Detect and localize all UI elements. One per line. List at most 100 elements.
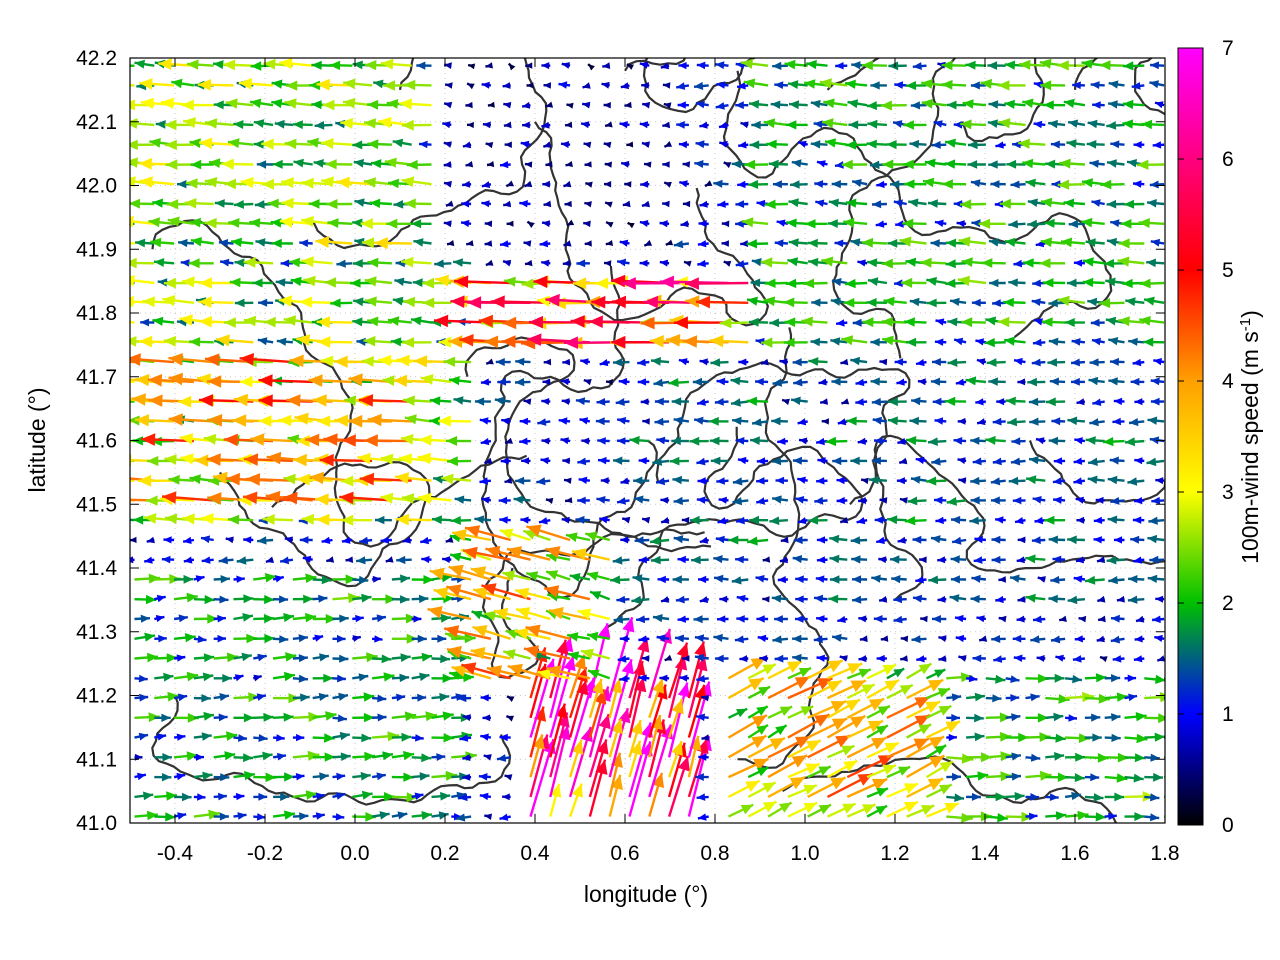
wind-arrow <box>732 416 749 425</box>
wind-arrow <box>949 594 967 603</box>
wind-arrow <box>540 457 551 465</box>
wind-arrow-head <box>279 595 289 604</box>
wind-arrow <box>739 655 749 663</box>
wind-arrow-head <box>1053 712 1064 722</box>
wind-arrow <box>938 635 947 642</box>
wind-arrow <box>1144 692 1165 703</box>
wind-arrow-head <box>1072 674 1082 684</box>
wind-arrow-head <box>1008 220 1018 229</box>
wind-arrow-head <box>617 655 627 663</box>
wind-arrow-head <box>232 414 247 427</box>
wind-arrow <box>332 674 346 683</box>
wind-arrow-head <box>939 784 952 795</box>
wind-arrow-head <box>701 694 709 702</box>
wind-arrow-head <box>958 477 967 484</box>
wind-arrow-head <box>1116 773 1128 783</box>
wind-arrow <box>411 772 430 781</box>
wind-arrow-head <box>957 417 966 425</box>
wind-arrow <box>696 398 709 406</box>
wind-arrow-head <box>320 355 334 367</box>
wind-arrow-head <box>1128 337 1138 346</box>
wind-arrow <box>1025 770 1052 781</box>
wind-arrow-head <box>611 295 626 309</box>
wind-arrow <box>541 259 551 267</box>
wind-arrow-head <box>644 239 653 246</box>
wind-arrow <box>906 337 927 347</box>
wind-arrow-head <box>673 535 684 544</box>
wind-arrow <box>411 811 433 820</box>
wind-arrow-head <box>539 240 549 248</box>
wind-arrow <box>846 803 876 818</box>
wind-arrow-shaft <box>130 518 135 522</box>
wind-arrow-head <box>719 317 732 329</box>
wind-arrow <box>692 377 709 386</box>
wind-arrow <box>696 793 709 801</box>
wind-arrow <box>1045 694 1070 704</box>
wind-arrow-head <box>630 740 643 756</box>
wind-arrow <box>147 374 194 387</box>
wind-arrow <box>610 575 630 585</box>
wind-arrow <box>402 337 432 348</box>
wind-arrow <box>1048 594 1066 604</box>
wind-arrow-head <box>497 378 507 386</box>
wind-arrow <box>478 773 491 781</box>
wind-arrow <box>683 260 692 267</box>
wind-arrow <box>1064 810 1089 821</box>
wind-arrow <box>561 398 571 405</box>
wind-arrow <box>613 615 630 624</box>
wind-arrow <box>784 317 808 327</box>
wind-arrow <box>464 525 512 542</box>
wind-arrow-head <box>829 534 840 544</box>
wind-arrow <box>792 358 808 367</box>
wind-arrow-head <box>999 712 1012 723</box>
wind-arrow <box>779 358 789 366</box>
wind-arrow-head <box>1108 576 1118 585</box>
wind-arrow <box>597 437 610 445</box>
wind-arrow-head <box>258 792 268 801</box>
wind-arrow <box>886 667 905 680</box>
wind-arrow <box>866 663 897 680</box>
wind-arrow <box>394 277 412 286</box>
wind-arrow <box>420 374 452 385</box>
wind-arrow-head <box>503 649 516 660</box>
wind-arrow <box>483 610 511 621</box>
wind-arrow <box>595 417 610 426</box>
wind-arrow <box>637 378 650 386</box>
wind-arrow <box>502 570 531 581</box>
wind-arrow <box>906 662 933 680</box>
wind-arrow-head <box>445 536 454 543</box>
wind-arrow-head <box>326 556 335 563</box>
wind-arrow-head <box>842 803 856 814</box>
wind-arrow <box>909 416 927 426</box>
wind-arrow-head <box>133 515 144 525</box>
wind-arrow-head <box>1111 674 1121 683</box>
wind-arrow <box>411 672 430 682</box>
wind-arrow-head <box>639 220 649 227</box>
wind-arrow <box>233 652 253 662</box>
wind-arrow-head <box>243 453 259 466</box>
wind-arrow-head <box>396 555 406 565</box>
wind-arrow-head <box>917 378 926 386</box>
wind-arrow-head <box>444 625 460 638</box>
wind-arrow <box>173 592 198 603</box>
wind-arrow-head <box>481 496 490 504</box>
wind-arrow <box>814 496 828 505</box>
wind-arrow-head <box>620 536 629 544</box>
wind-arrow <box>986 358 1006 367</box>
wind-arrow-head <box>1031 536 1041 545</box>
wind-arrow-head <box>792 456 802 465</box>
wind-arrow <box>445 436 472 446</box>
wind-arrow <box>1017 378 1026 386</box>
wind-arrow <box>223 433 274 447</box>
wind-arrow <box>1005 675 1020 683</box>
wind-arrow-head <box>904 516 916 526</box>
wind-arrow <box>352 575 369 585</box>
wind-arrow <box>1065 773 1085 783</box>
wind-arrow <box>410 316 432 326</box>
wind-arrow <box>134 772 147 781</box>
wind-arrow <box>697 575 709 584</box>
wind-arrow-head <box>1092 398 1102 406</box>
wind-arrow-head <box>374 237 388 250</box>
wind-arrow-head <box>876 536 885 545</box>
wind-arrow-head <box>950 297 960 306</box>
